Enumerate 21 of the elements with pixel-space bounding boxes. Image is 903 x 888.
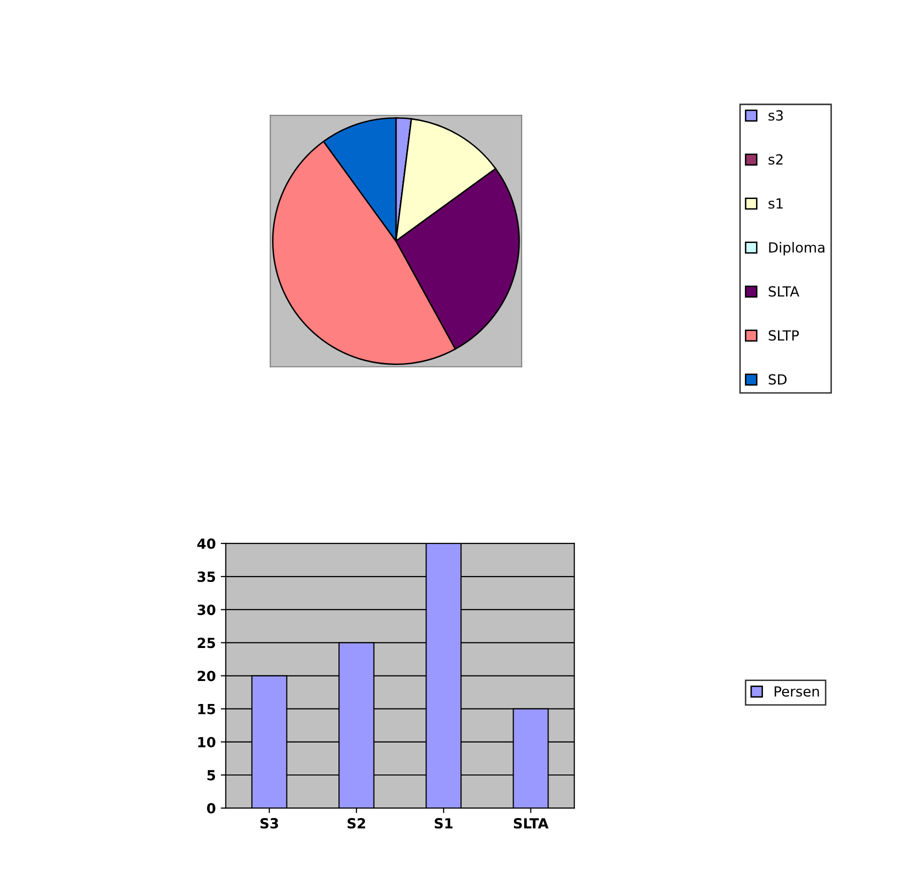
y-tick-label: 10 — [198, 736, 216, 748]
x-tick-label: S2 — [348, 818, 366, 829]
legend-label: s1 — [768, 198, 783, 209]
legend-label: SD — [768, 374, 787, 385]
y-tick-label: 15 — [198, 704, 216, 714]
legend-label: Diploma — [769, 242, 824, 256]
legend-label: s2 — [768, 154, 783, 165]
legend-label: s3 — [768, 110, 783, 121]
legend-label: SLTP — [768, 330, 799, 341]
y-tick-label: 20 — [198, 670, 216, 682]
y-tick-label: 25 — [198, 638, 216, 648]
x-tick-label: SLTA — [514, 818, 549, 829]
y-tick-label: 35 — [198, 572, 216, 582]
y-tick-label: 40 — [197, 538, 216, 549]
y-tick-label: 0 — [207, 803, 216, 814]
legend-label: Persen — [774, 686, 819, 697]
x-tick-label: S1 — [434, 818, 452, 829]
x-tick-label: S3 — [260, 818, 278, 829]
y-tick-label: 5 — [207, 770, 216, 780]
legend-label: SLTA — [768, 286, 800, 297]
y-tick-label: 30 — [198, 604, 216, 616]
